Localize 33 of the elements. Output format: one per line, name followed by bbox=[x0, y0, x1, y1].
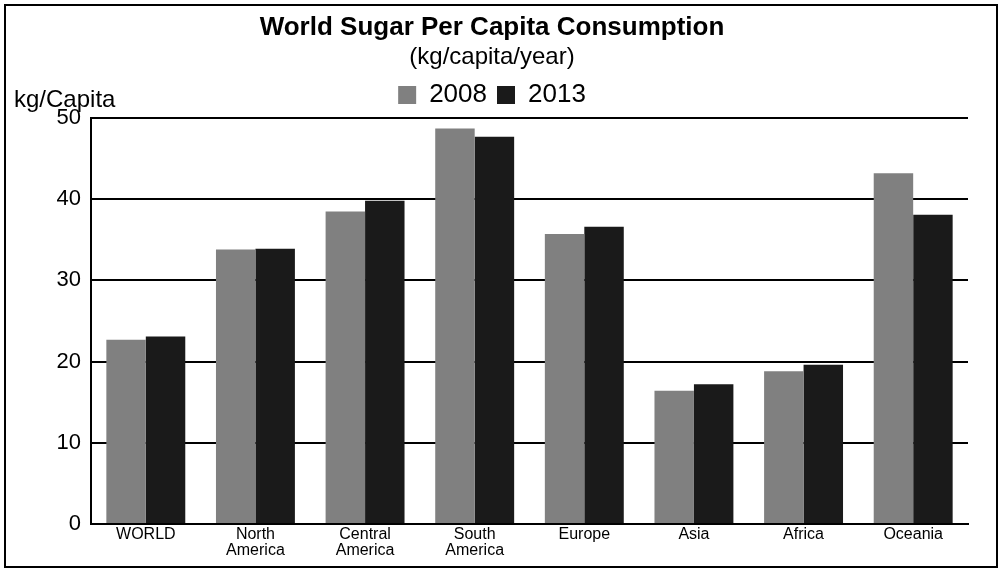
chart-subtitle: (kg/capita/year) bbox=[409, 42, 575, 70]
x-tick-label: Africa bbox=[783, 525, 825, 543]
bar bbox=[106, 339, 146, 523]
bar bbox=[803, 364, 844, 523]
x-tick-label: Oceania bbox=[883, 525, 944, 543]
x-tick-label: South America bbox=[445, 525, 505, 559]
y-tick-label: 40 bbox=[56, 185, 81, 211]
bar bbox=[584, 226, 624, 523]
bar bbox=[913, 214, 953, 523]
bar bbox=[215, 249, 256, 523]
y-tick-label: 0 bbox=[68, 510, 81, 536]
bar bbox=[435, 128, 475, 523]
bar bbox=[693, 384, 734, 523]
bar bbox=[764, 371, 804, 523]
bar bbox=[544, 234, 585, 523]
chart-title: World Sugar Per Capita Consumption bbox=[259, 10, 725, 41]
bar bbox=[255, 248, 295, 523]
x-tick-label: North America bbox=[226, 525, 285, 559]
y-tick-label: 30 bbox=[56, 266, 81, 292]
bar bbox=[325, 211, 366, 523]
x-tick-label: WORLD bbox=[116, 525, 176, 543]
x-tick-label: Central America bbox=[335, 525, 395, 559]
legend-label: 2008 bbox=[429, 78, 487, 109]
bar bbox=[873, 173, 914, 523]
x-tick-label: Asia bbox=[678, 525, 710, 543]
bar bbox=[474, 136, 515, 523]
bar bbox=[365, 200, 405, 523]
legend-label: 2013 bbox=[528, 78, 586, 109]
y-tick-label: 10 bbox=[56, 428, 81, 454]
x-tick-label: Europe bbox=[558, 525, 611, 543]
bar bbox=[654, 390, 694, 523]
bar bbox=[145, 336, 186, 523]
y-tick-label: 20 bbox=[56, 347, 81, 373]
